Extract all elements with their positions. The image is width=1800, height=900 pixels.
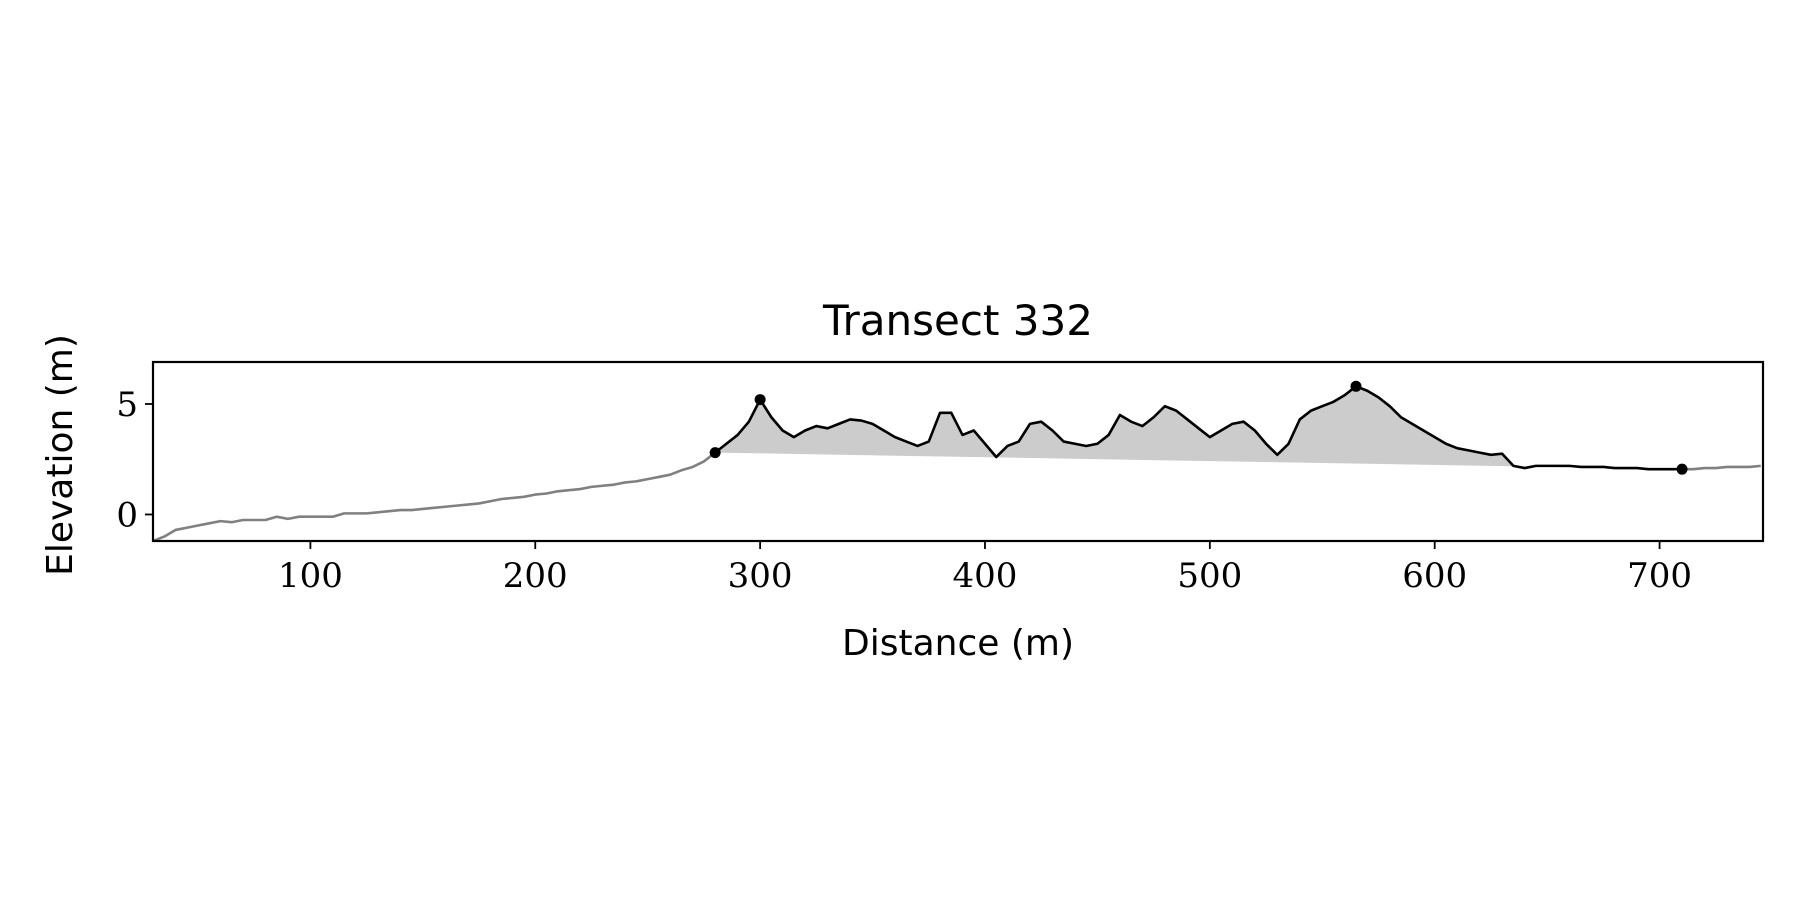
y-axis-label: Elevation (m) <box>40 334 81 576</box>
x-tick-label: 300 <box>728 556 793 596</box>
plot-frame <box>151 360 1765 543</box>
x-tick-label: 200 <box>503 556 568 596</box>
x-tick-label: 100 <box>278 556 343 596</box>
point-marker <box>1676 463 1688 475</box>
point-marker <box>709 447 721 459</box>
profile-line <box>153 451 716 541</box>
x-tick-label: 400 <box>953 556 1018 596</box>
fill-area <box>715 386 1683 470</box>
x-tick-label: 600 <box>1402 556 1467 596</box>
x-tick-label: 500 <box>1177 556 1242 596</box>
profile-line <box>714 385 1683 471</box>
point-marker <box>754 394 766 406</box>
profile-line <box>1682 464 1761 471</box>
chart-title: Transect 332 <box>822 296 1093 345</box>
point-marker <box>1350 380 1362 392</box>
x-tick-label: 700 <box>1627 556 1692 596</box>
x-axis-label: Distance (m) <box>842 623 1074 664</box>
y-tick-label: 5 <box>116 385 138 425</box>
y-tick-label: 0 <box>116 495 138 535</box>
